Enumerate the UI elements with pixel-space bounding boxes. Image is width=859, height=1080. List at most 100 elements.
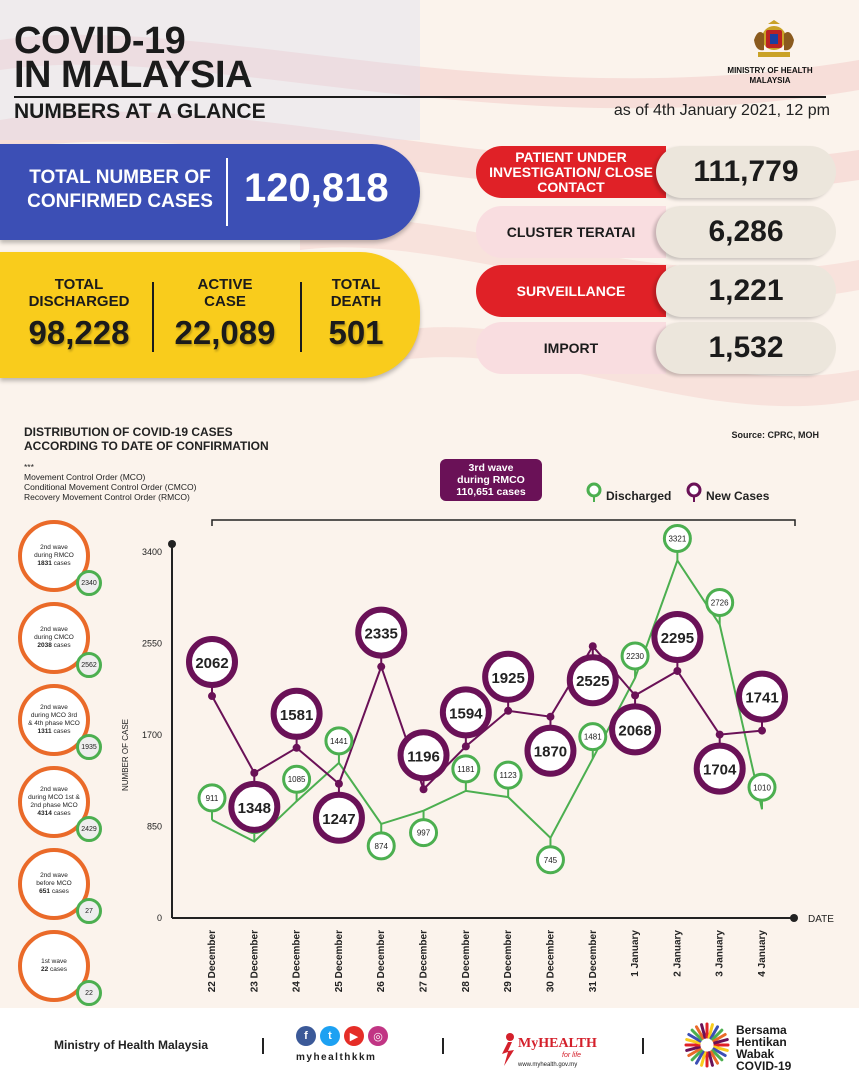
x-axis-label: DATE [808,914,834,925]
new-cases-dot [292,743,301,752]
page-title-line1: COVID-19 [14,20,186,62]
x-tick-label: 3 January [715,930,726,977]
page-subtitle: NUMBERS AT A GLANCE [14,100,266,123]
wave-discharged-badge: 22 [76,980,102,1006]
new-cases-point [270,687,323,740]
x-tick-label: 23 December [249,930,260,992]
footer-ministry: Ministry of Health Malaysia [54,1038,209,1052]
category-value: 6,286 [656,206,836,258]
title-divider [14,96,826,98]
active-stat: ACTIVE CASE 22,089 [160,276,290,352]
source-label: Source: CPRC, MOH [731,430,819,440]
category-value: 1,532 [656,322,836,374]
x-tick-label: 24 December [292,930,303,992]
category-value: 111,779 [656,146,836,198]
burst-ray [685,1038,701,1045]
wave-label: 2nd wave [40,872,68,879]
footer-divider [442,1038,444,1054]
new-cases-point [693,742,746,795]
myhealth-logo[interactable]: MyHEALTH for life www.myhealth.gov.my [498,1028,608,1072]
discharged-point [747,772,777,802]
discharged-data-label: 745 [544,856,558,865]
burst-ray [687,1047,702,1057]
cases-line-chart: DATE NUMBER OF CASE 0 850 1700 2550 3400 22 Dec… [121,519,834,992]
instagram-icon[interactable]: ◎ [368,1026,388,1046]
category-row: PATIENT UNDER INVESTIGATION/ CLOSE CONTA… [476,146,836,198]
wave-cases: 1311 cases [37,728,71,735]
confirmed-cases-value: 120,818 [244,166,389,210]
discharged-point [451,754,481,784]
new-cases-point [186,636,238,689]
burst-ray [700,1023,707,1039]
wave-label: 1st wave [41,958,67,965]
slogan-line1: Bersama [736,1023,787,1037]
discharged-point [366,831,396,861]
social-handle[interactable]: myhealthkkm [296,1052,377,1063]
new-cases-data-label: 1348 [238,800,271,817]
youtube-icon[interactable]: ▶ [344,1026,364,1046]
burst-ray [695,1050,705,1065]
mco-legend: *** Movement Control Order (MCO) Conditi… [24,462,196,502]
discharged-data-label: 1123 [500,771,518,780]
distribution-title-line2: ACCORDING TO DATE OF CONFIRMATION [24,439,269,453]
discharged-line [211,558,763,843]
burst-ray [690,1028,703,1041]
legend-label: New Cases [706,489,770,503]
discharged-point [324,726,354,756]
discharged-point [535,845,565,875]
wave-cases: 22 cases [40,966,68,973]
new-cases-data-label: 2525 [576,673,609,690]
confirmed-cases-label: TOTAL NUMBER OF CONFIRMED CASES [20,166,220,214]
category-label: PATIENT UNDER INVESTIGATION/ CLOSE CONTA… [476,146,666,198]
facebook-icon[interactable]: f [296,1026,316,1046]
category-label: IMPORT [476,322,666,374]
twitter-icon[interactable]: t [320,1026,340,1046]
summary-panel: TOTAL DISCHARGED 98,228 ACTIVE CASE 22,0… [0,252,420,378]
discharged-data-label: 911 [206,794,219,803]
wave-discharged-badge: 1935 [76,734,102,760]
page-title-line2: IN MALAYSIA [14,54,253,96]
new-cases-data-label: 2295 [661,630,694,647]
slogan-line2: Hentikan [736,1035,787,1049]
wave3-line1: 3rd wave [468,462,514,474]
discharged-point [620,641,650,671]
discharged-data-label: 2726 [711,599,729,608]
category-row: CLUSTER TERATAI 6,286 [476,206,836,258]
mco-legend-mco: Movement Control Order (MCO) [24,472,146,482]
new-cases-point [355,606,408,659]
as-of-date: as of 4th January 2021, 12 pm [613,102,830,119]
y-tick-label: 850 [147,822,162,832]
discharged-data-label: 3321 [668,535,686,544]
slogan-line4: COVID-19 [736,1059,792,1073]
wave-circles: 2nd wave during RMCO 1831 cases 2340 2nd wav… [18,520,118,1010]
myhealth-tagline: for life [562,1052,582,1059]
burst-ray [711,1049,724,1062]
x-tick-label: 27 December [419,930,430,992]
footer: Ministry of Health Malaysia f t ▶ ◎ myhe… [0,1008,859,1080]
mco-legend-rmco: Recovery Movement Control Order (RMCO) [24,492,190,502]
y-tick-label: 2550 [142,639,162,649]
burst-ray [690,1049,703,1062]
mco-legend-stars: *** [24,462,34,472]
new-cases-dot [588,642,597,651]
x-tick-label: 28 December [461,930,472,992]
new-cases-dot [631,691,640,700]
wave-cases: 651 cases [39,888,69,895]
y-tick-label: 0 [157,913,162,923]
new-cases-data-label: 1741 [745,690,778,707]
new-cases-dot [758,726,766,735]
confirmed-label-line1: TOTAL NUMBER OF [29,167,211,188]
wave-discharged-badge: 2340 [76,570,102,596]
discharged-data-label: 1181 [457,765,475,774]
category-value: 1,221 [656,265,836,317]
myhealth-title: MyHEALTH [518,1036,597,1051]
x-tick-label: 1 January [630,930,641,977]
wave-period: before MCO [36,880,72,887]
burst-ray [685,1045,701,1052]
discharged-point [662,524,692,554]
legend-marker [686,482,702,498]
death-label-line1: TOTAL [331,276,381,293]
wave-cases: 1831 cases [37,560,71,567]
wave-label: 2nd wave [40,544,68,551]
wave3-line3: 110,651 cases [456,486,526,498]
